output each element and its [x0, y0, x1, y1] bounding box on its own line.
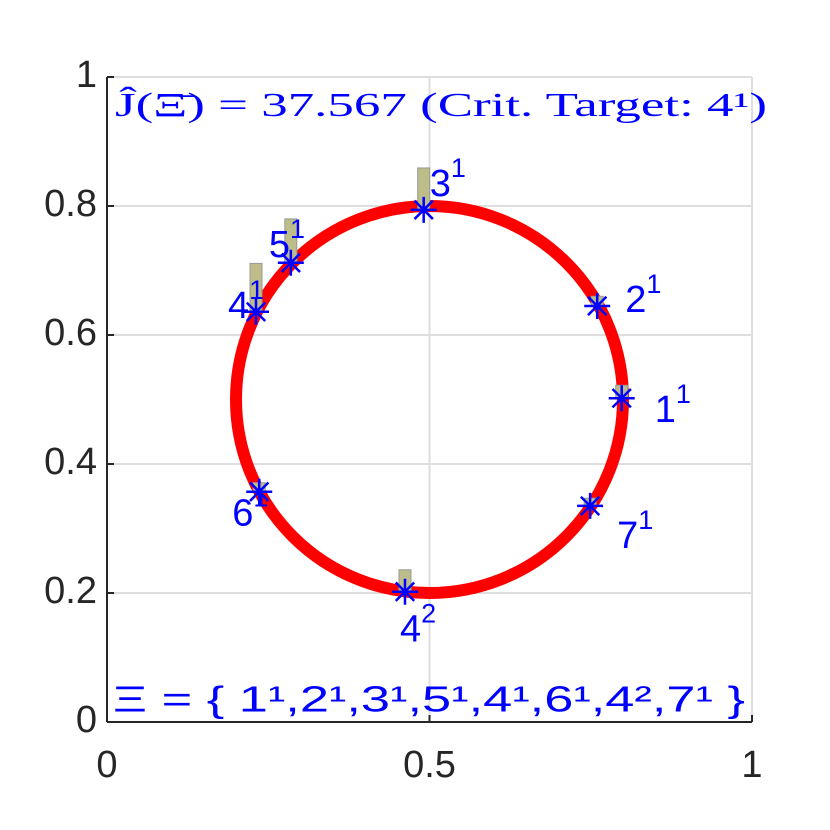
y-tick-label: 0.2 — [44, 570, 97, 612]
point-label-sup: 1 — [676, 379, 691, 409]
point-label: 71 — [617, 505, 653, 557]
point-label-sup: 1 — [646, 269, 661, 299]
point-label-sup: 1 — [638, 505, 653, 535]
point-label-sup: 1 — [290, 214, 305, 244]
marker — [608, 385, 635, 412]
x-tick-label: 0.5 — [403, 744, 456, 786]
point-label-base: 4 — [400, 609, 421, 651]
marker — [246, 478, 273, 505]
point-label: 21 — [625, 269, 661, 321]
marker — [584, 292, 611, 319]
point-label: 51 — [269, 214, 305, 266]
point-label-base: 4 — [228, 285, 249, 327]
point-label-base: 5 — [269, 224, 290, 266]
point-label: 31 — [430, 153, 466, 205]
marker — [242, 298, 269, 325]
point-label-sup: 1 — [249, 275, 264, 305]
y-tick-label: 0.4 — [44, 441, 97, 483]
y-tick-label: 0 — [76, 699, 97, 741]
marker — [410, 196, 437, 223]
y-tick-label: 0.8 — [44, 183, 97, 225]
marker — [577, 492, 604, 519]
point-label-base: 3 — [430, 163, 451, 205]
point-label: 42 — [400, 599, 436, 651]
point-label: 61 — [232, 483, 268, 535]
annotation: Ξ = { 1¹,2¹,3¹,5¹,4¹,6¹,4²,7¹ } — [113, 679, 745, 720]
point-label: 11 — [655, 379, 691, 431]
point-label-base: 1 — [655, 389, 676, 431]
point-label-base: 2 — [625, 279, 646, 321]
point-label-base: 6 — [232, 493, 253, 535]
point-label-base: 7 — [617, 515, 638, 557]
point-label-sup: 1 — [451, 153, 466, 183]
point-label-sup: 1 — [253, 483, 268, 513]
y-tick-label: 0.6 — [44, 312, 97, 354]
chart-title: Ĵ(Ξ̄) = 37.567 (Crit. Target: 4¹) — [115, 86, 767, 124]
point-label: 41 — [228, 275, 264, 327]
x-tick-label: 0 — [96, 744, 117, 786]
point-label-sup: 2 — [421, 599, 436, 629]
x-tick-label: 1 — [741, 744, 762, 786]
marker — [391, 578, 418, 605]
y-tick-label: 1 — [76, 54, 97, 96]
marker — [277, 249, 304, 276]
